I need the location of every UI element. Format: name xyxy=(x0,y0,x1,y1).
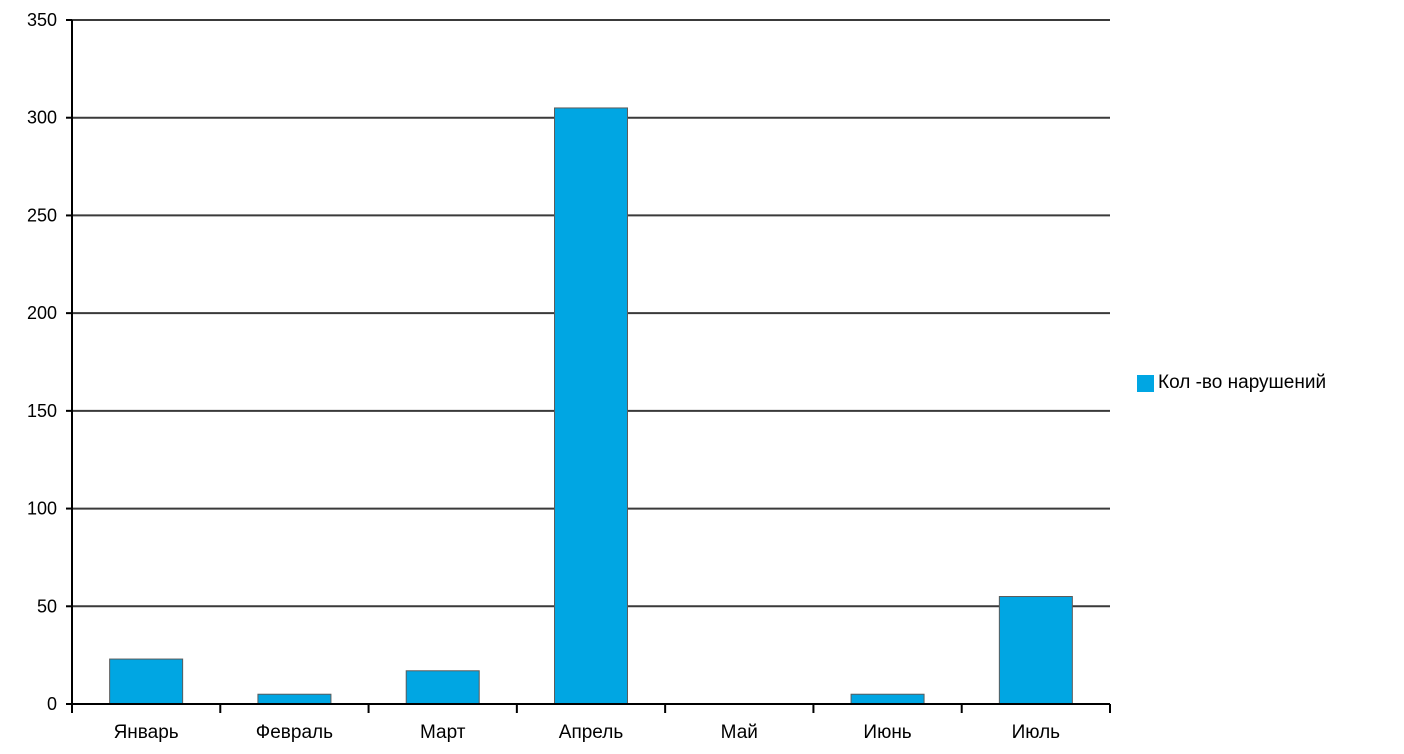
bar-7 xyxy=(998,596,1073,705)
x-tick-label: Июнь xyxy=(863,722,911,743)
x-tick-label: Март xyxy=(420,722,466,743)
y-tick-label: 350 xyxy=(27,10,57,30)
axes xyxy=(66,19,1111,713)
y-tick-label: 200 xyxy=(27,303,57,323)
x-tick-label: Май xyxy=(721,722,758,743)
y-tick-label: 300 xyxy=(27,108,57,128)
x-tick-label: Февраль xyxy=(256,722,333,743)
legend-swatch xyxy=(1137,374,1154,392)
y-tick-labels: 0 50 100 150 200 250 300 350 xyxy=(27,10,57,714)
bar-1 xyxy=(109,658,184,705)
bar-6 xyxy=(850,693,925,705)
x-tick-labels: Январь Февраль Март Апрель Май Июнь Июль xyxy=(114,722,1061,743)
y-tick-label: 0 xyxy=(47,694,57,714)
bar-3 xyxy=(405,670,480,705)
y-tick-label: 100 xyxy=(27,499,57,519)
x-tick-label: Апрель xyxy=(559,722,624,743)
x-tick-label: Июль xyxy=(1012,722,1061,743)
bar-2 xyxy=(257,693,332,705)
legend-label: Кол -во нарушений xyxy=(1158,372,1327,393)
bars xyxy=(109,107,1073,705)
x-tick-label: Январь xyxy=(114,722,179,743)
y-tick-label: 50 xyxy=(37,596,57,616)
bar-4 xyxy=(554,107,628,705)
y-tick-label: 250 xyxy=(27,205,57,225)
legend: Кол -во нарушений xyxy=(1137,372,1326,394)
y-tick-label: 150 xyxy=(27,401,57,421)
